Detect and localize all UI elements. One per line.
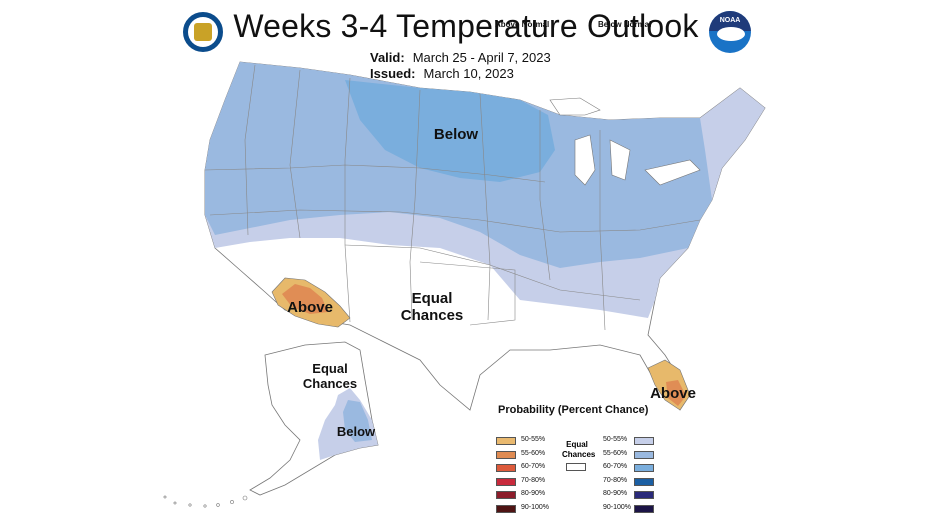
legend-above-label: 70-80% (521, 476, 546, 484)
page-title: Weeks 3-4 Temperature Outlook (233, 8, 699, 44)
legend-above-label: 80-90% (521, 490, 546, 497)
legend-above-swatch (496, 437, 516, 445)
aleutian-islands (163, 495, 248, 508)
legend-above-label: 50-55% (521, 436, 546, 443)
noaa-bird-icon (717, 27, 745, 41)
label-above-sw: Above (287, 299, 333, 316)
legend-above-swatch (496, 464, 516, 472)
legend-below-header: Below Normal (598, 20, 652, 29)
legend-below-swatch (634, 477, 654, 486)
legend-above-header: Above Normal (495, 20, 550, 29)
valid-value: March 25 - April 7, 2023 (412, 50, 551, 65)
legend-below-swatch (634, 504, 654, 513)
commerce-seal-logo (183, 12, 223, 52)
legend-equal-chances-swatch (566, 463, 586, 471)
legend-above-label: 90-100% (521, 503, 550, 511)
legend-above-swatch (496, 477, 516, 486)
issued-value: March 10, 2023 (423, 66, 514, 81)
alaska-land (249, 341, 379, 496)
legend-below-label: 70-80% (603, 476, 628, 484)
legend-below-swatch (634, 450, 654, 459)
label-below-ak: Below (336, 424, 376, 439)
legend-below-label: 55-60% (603, 449, 628, 457)
legend-below-swatch (634, 464, 654, 472)
great-lakes (549, 97, 701, 186)
label-below-main: Below (433, 126, 479, 143)
legend-above-label: 60-70% (521, 463, 546, 470)
label-ak-equal-line1: Equal (312, 361, 348, 376)
label-equal-chances-ak: Equal Chances (298, 361, 362, 391)
legend-above-label: 55-60% (521, 449, 546, 457)
legend-below-label: 80-90% (603, 490, 628, 497)
legend-above-swatch (496, 491, 516, 499)
valid-row: Valid: March 25 - April 7, 2023 (370, 50, 551, 66)
legend-below-label: 60-70% (603, 463, 628, 470)
seal-eagle-icon (194, 23, 212, 41)
legend-title: Probability (Percent Chance) (498, 404, 649, 416)
above-fl-region-inner (666, 380, 686, 406)
label-equal-chances-main: Equal Chances (392, 290, 472, 324)
noaa-logo-top (709, 11, 751, 31)
above-sw-region-inner (282, 284, 328, 314)
legend-chances-line2: Chances (562, 450, 596, 459)
noaa-logo-text: NOAA (719, 17, 741, 24)
legend-equal-line1: Equal (566, 440, 588, 449)
dates-block: Valid: March 25 - April 7, 2023 Issued: Ma… (370, 50, 551, 82)
valid-label: Valid: (370, 50, 405, 65)
issued-label: Issued: (370, 66, 416, 81)
state-boundaries (204, 64, 701, 331)
legend-below-swatch (634, 437, 654, 445)
legend-below-label: 50-55% (603, 436, 628, 443)
legend-equal-chances-label: Equal Chances (562, 440, 596, 460)
label-ak-chances-line2: Chances (302, 376, 358, 391)
label-equal-line1: Equal (411, 290, 453, 307)
legend-below-swatch (634, 491, 654, 499)
issued-row: Issued: March 10, 2023 (370, 66, 551, 82)
label-chances-line2: Chances (400, 307, 464, 324)
noaa-logo: NOAA (709, 11, 751, 53)
legend-below-label: 90-100% (603, 503, 632, 511)
label-above-fl: Above (650, 385, 696, 402)
below-60-70-region (345, 80, 555, 182)
legend-above-swatch (496, 450, 516, 459)
legend-above-swatch (496, 504, 516, 513)
alaska-below-55-60 (343, 400, 372, 442)
